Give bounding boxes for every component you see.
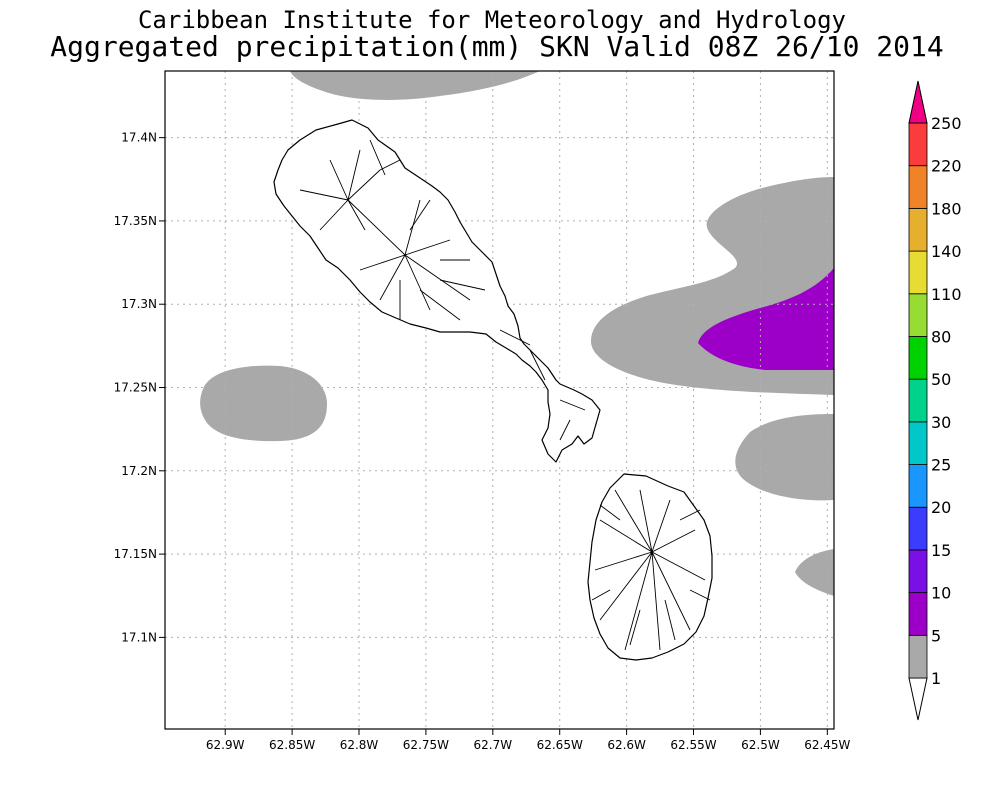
chart-title: Caribbean Institute for Meteorology and … bbox=[138, 6, 846, 34]
colorbar-label: 140 bbox=[931, 242, 962, 261]
lon-tick-label: 62.65W bbox=[537, 738, 583, 752]
colorbar-block bbox=[908, 336, 928, 380]
lon-tick-label: 62.9W bbox=[206, 738, 245, 752]
colorbar-block bbox=[908, 165, 928, 209]
colorbar-upper-triangle bbox=[908, 80, 928, 124]
colorbar-block bbox=[908, 549, 928, 594]
nevis-island bbox=[587, 473, 713, 661]
lon-tick-label: 62.75W bbox=[403, 738, 449, 752]
precip-area-west bbox=[200, 365, 327, 442]
chart-subtitle: Aggregated precipitation(mm) SKN Valid 0… bbox=[50, 30, 943, 63]
colorbar-block bbox=[908, 592, 928, 636]
colorbar-block bbox=[908, 421, 928, 465]
map-frame bbox=[164, 70, 835, 730]
lon-tick-label: 62.85W bbox=[269, 738, 315, 752]
map-plot-area bbox=[165, 71, 834, 729]
colorbar-label: 20 bbox=[931, 498, 951, 517]
colorbar-block bbox=[908, 464, 928, 508]
colorbar-block bbox=[908, 634, 928, 679]
lat-tick-label: 17.4N bbox=[121, 131, 157, 145]
colorbar-block bbox=[908, 506, 928, 551]
lon-tick-label: 62.8W bbox=[340, 738, 379, 752]
colorbar-label: 25 bbox=[931, 456, 951, 475]
colorbar-label: 180 bbox=[931, 199, 962, 218]
colorbar-block bbox=[908, 378, 928, 423]
lat-tick-label: 17.1N bbox=[121, 630, 157, 644]
lon-tick-label: 62.5W bbox=[741, 738, 780, 752]
lat-tick-label: 17.3N bbox=[121, 297, 157, 311]
precip-area-south-edge bbox=[795, 549, 834, 596]
colorbar-block bbox=[908, 293, 928, 337]
colorbar-label: 50 bbox=[931, 370, 951, 389]
colorbar-label: 30 bbox=[931, 413, 951, 432]
precip-area-moderate bbox=[698, 268, 834, 370]
longitude-axis: 62.9W 62.85W 62.8W 62.75W 62.7W 62.65W 62.6W 62… bbox=[206, 729, 851, 752]
islands bbox=[273, 119, 713, 661]
precipitation-areas bbox=[200, 71, 834, 596]
colorbar-label: 110 bbox=[931, 285, 962, 304]
lat-tick-label: 17.35N bbox=[114, 214, 157, 228]
lat-tick-label: 17.15N bbox=[114, 547, 157, 561]
island-drainage-lines bbox=[299, 139, 711, 651]
colorbar-lower-triangle bbox=[908, 677, 928, 721]
colorbar-label: 250 bbox=[931, 114, 962, 133]
colorbar-label: 1 bbox=[931, 669, 941, 688]
colorbar-block bbox=[908, 207, 928, 252]
colorbar-label: 15 bbox=[931, 541, 951, 560]
precip-area-southeast bbox=[735, 414, 834, 501]
colorbar-label: 80 bbox=[931, 327, 951, 346]
latitude-axis: 17.1N 17.15N 17.2N 17.25N 17.3N 17.35N 17.4N bbox=[114, 131, 165, 644]
lat-tick-label: 17.2N bbox=[121, 464, 157, 478]
lat-tick-label: 17.25N bbox=[114, 381, 157, 395]
colorbar-block bbox=[908, 250, 928, 295]
lon-tick-label: 62.7W bbox=[474, 738, 513, 752]
lon-tick-label: 62.55W bbox=[670, 738, 716, 752]
lon-tick-label: 62.6W bbox=[607, 738, 646, 752]
colorbar-label: 10 bbox=[931, 584, 951, 603]
colorbar-block bbox=[908, 122, 928, 167]
lon-tick-label: 62.45W bbox=[804, 738, 850, 752]
st-kitts-island bbox=[273, 119, 601, 463]
colorbar-label: 5 bbox=[931, 626, 941, 645]
colorbar-label: 220 bbox=[931, 157, 962, 176]
precip-area-top bbox=[290, 71, 540, 100]
